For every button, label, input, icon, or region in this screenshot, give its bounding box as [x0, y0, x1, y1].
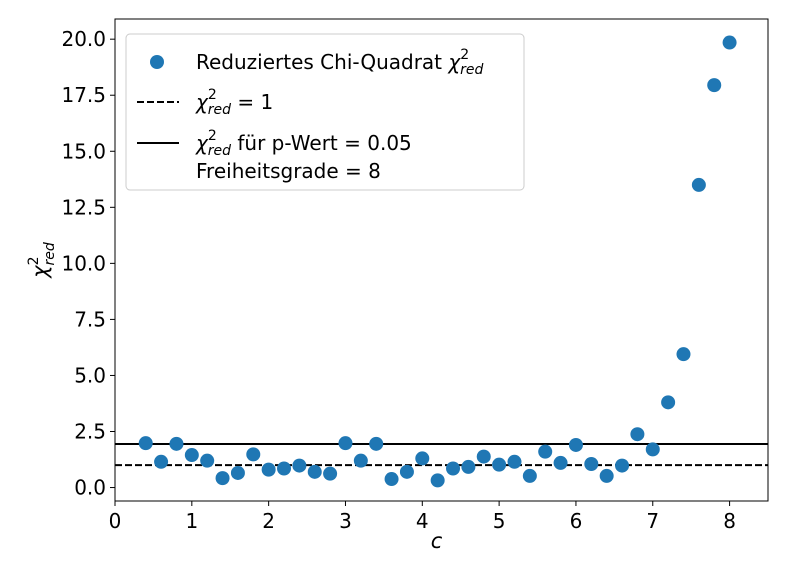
data-point: [676, 347, 691, 362]
legend-box: [125, 33, 525, 191]
y-tick-label: 0.0: [74, 476, 106, 500]
data-point: [369, 436, 384, 451]
y-tick-label: 7.5: [74, 307, 106, 331]
data-point: [277, 461, 292, 476]
data-point: [353, 453, 368, 468]
data-point: [630, 427, 645, 442]
data-point: [584, 457, 599, 472]
data-point: [568, 437, 583, 452]
x-tick-label: 4: [416, 509, 429, 533]
y-tick-label: 2.5: [74, 420, 106, 444]
data-point: [415, 451, 430, 466]
data-point: [430, 473, 445, 488]
data-point: [169, 436, 184, 451]
data-point: [691, 177, 706, 192]
data-point: [399, 464, 414, 479]
x-tick-label: 3: [339, 509, 352, 533]
y-axis: 0.0 2.5 5.0 7.5 10.0 12.5 15.0 17.5 20.0: [61, 27, 115, 500]
data-point: [722, 35, 737, 50]
legend-label: χ2 red für p-Wert = 0.05: [195, 128, 412, 159]
x-axis-label: c: [431, 529, 443, 553]
legend-marker-point: [150, 55, 164, 69]
data-point: [292, 458, 307, 473]
data-points: [138, 35, 737, 488]
x-tick-label: 7: [646, 509, 659, 533]
data-point: [230, 465, 245, 480]
x-axis: 0 1 2 3 4 5 6 7 8: [109, 501, 736, 533]
legend-label: χ2 red = 1: [195, 87, 273, 118]
y-tick-label: 17.5: [61, 83, 106, 107]
data-point: [461, 459, 476, 474]
y-tick-label: 15.0: [61, 139, 106, 163]
data-point: [184, 448, 199, 463]
data-point: [522, 468, 537, 483]
data-point: [338, 436, 353, 451]
data-point: [507, 454, 522, 469]
y-tick-label: 5.0: [74, 363, 106, 387]
data-point: [446, 461, 461, 476]
y-axis-label: χ2red: [26, 242, 58, 279]
data-point: [200, 453, 215, 468]
data-point: [553, 455, 568, 470]
x-tick-label: 5: [493, 509, 506, 533]
x-tick-label: 1: [185, 509, 198, 533]
data-point: [476, 449, 491, 464]
y-tick-label: 20.0: [61, 27, 106, 51]
legend-label: Reduziertes Chi-Quadrat χ2 red: [196, 47, 484, 78]
data-point: [246, 447, 261, 462]
legend-label-line2: Freiheitsgrade = 8: [196, 159, 381, 183]
reference-lines: [115, 443, 768, 467]
x-tick-label: 2: [262, 509, 275, 533]
data-point: [645, 442, 660, 457]
data-point: [154, 454, 169, 469]
y-tick-label: 10.0: [61, 251, 106, 275]
plot-frame: [114, 18, 769, 502]
data-point: [323, 466, 338, 481]
data-point: [138, 436, 153, 451]
x-tick-label: 0: [109, 509, 122, 533]
x-tick-label: 6: [570, 509, 583, 533]
data-point: [384, 472, 399, 487]
data-point: [215, 471, 230, 486]
data-point: [538, 444, 553, 459]
axis-labels: c χ2red: [26, 242, 443, 553]
data-point: [492, 457, 507, 472]
data-point: [261, 462, 276, 477]
data-point: [661, 395, 676, 410]
data-point: [707, 78, 722, 93]
x-tick-label: 8: [723, 509, 736, 533]
data-point: [307, 464, 322, 479]
data-point: [599, 468, 614, 483]
legend: Reduziertes Chi-Quadrat χ2 red χ2 red = 1 χ2…: [125, 33, 525, 191]
y-tick-label: 12.5: [61, 195, 106, 219]
data-point: [615, 458, 630, 473]
